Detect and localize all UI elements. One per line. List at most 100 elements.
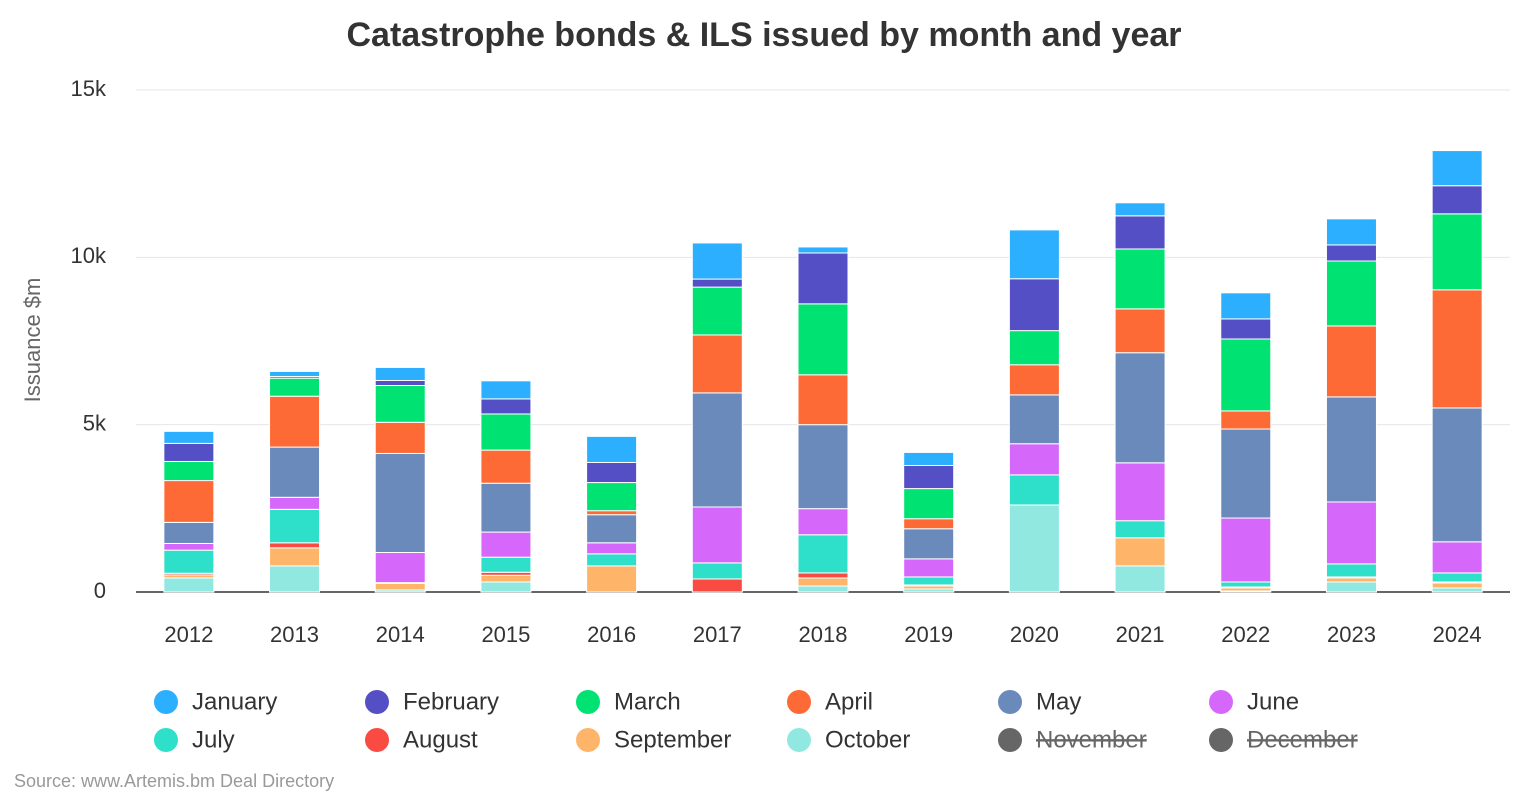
bar-segment bbox=[1431, 213, 1483, 291]
bar-segment bbox=[1008, 330, 1060, 366]
bar-segment bbox=[586, 482, 638, 512]
bar-segment bbox=[1008, 394, 1060, 445]
legend-marker[interactable] bbox=[1209, 728, 1233, 752]
legend-marker[interactable] bbox=[998, 728, 1022, 752]
legend-marker[interactable] bbox=[154, 728, 178, 752]
bar-segment bbox=[163, 521, 215, 544]
legend-marker[interactable] bbox=[998, 690, 1022, 714]
bar-segment bbox=[374, 552, 426, 584]
bar-segment bbox=[374, 366, 426, 381]
x-tick-label: 2014 bbox=[376, 622, 425, 647]
bar-segment bbox=[480, 556, 532, 573]
legend-label[interactable]: October bbox=[825, 726, 910, 753]
legend-label[interactable]: July bbox=[192, 726, 235, 753]
legend-marker[interactable] bbox=[787, 690, 811, 714]
bar-segment bbox=[1114, 537, 1166, 567]
legend-marker[interactable] bbox=[576, 690, 600, 714]
legend-marker[interactable] bbox=[365, 728, 389, 752]
bar-segment bbox=[1114, 202, 1166, 217]
legend-marker[interactable] bbox=[787, 728, 811, 752]
legend-label[interactable]: February bbox=[403, 688, 499, 715]
bar-segment bbox=[1008, 504, 1060, 593]
bar-segment bbox=[903, 558, 955, 578]
bar-segment bbox=[691, 562, 743, 580]
bar-segment bbox=[1431, 572, 1483, 583]
bar-segment bbox=[1431, 407, 1483, 543]
x-tick-label: 2022 bbox=[1221, 622, 1270, 647]
x-tick-label: 2012 bbox=[164, 622, 213, 647]
bar-segment bbox=[1008, 443, 1060, 476]
bar-segment bbox=[163, 480, 215, 523]
legend-label[interactable]: December bbox=[1247, 726, 1358, 753]
legend-label[interactable]: March bbox=[614, 688, 681, 715]
bar-segment bbox=[586, 542, 638, 555]
bar-segment bbox=[163, 549, 215, 574]
bar-segment bbox=[1220, 517, 1272, 583]
bar-segment bbox=[480, 531, 532, 558]
bar-segment bbox=[269, 542, 321, 549]
bar-segment bbox=[163, 542, 215, 551]
x-tick-label: 2017 bbox=[693, 622, 742, 647]
bar-segment bbox=[797, 534, 849, 574]
bar-segment bbox=[480, 581, 532, 593]
x-tick-label: 2018 bbox=[799, 622, 848, 647]
x-tick-label: 2021 bbox=[1116, 622, 1165, 647]
bar-segment bbox=[480, 574, 532, 583]
bar-segment bbox=[1431, 289, 1483, 409]
bar-segment bbox=[1325, 244, 1377, 262]
bar-segment bbox=[1008, 229, 1060, 280]
bar-segment bbox=[797, 374, 849, 426]
x-tick-label: 2024 bbox=[1433, 622, 1482, 647]
legend-marker[interactable] bbox=[154, 690, 178, 714]
bar-segment bbox=[797, 572, 849, 579]
legend-label[interactable]: May bbox=[1036, 688, 1081, 715]
bar-segment bbox=[1431, 185, 1483, 215]
bar-segment bbox=[586, 565, 638, 593]
bar-segment bbox=[1431, 541, 1483, 574]
legend-label[interactable]: January bbox=[192, 688, 277, 715]
legend-label[interactable]: November bbox=[1036, 726, 1147, 753]
legend-marker[interactable] bbox=[365, 690, 389, 714]
bar-segment bbox=[1431, 587, 1483, 593]
bar-segment bbox=[1325, 218, 1377, 246]
bar-segment bbox=[797, 303, 849, 376]
legend-marker[interactable] bbox=[1209, 690, 1233, 714]
bar-segment bbox=[374, 421, 426, 454]
bar-segment bbox=[163, 442, 215, 462]
bar-segment bbox=[903, 464, 955, 490]
x-tick-label: 2019 bbox=[904, 622, 953, 647]
bar-segment bbox=[269, 446, 321, 498]
bar-segment bbox=[374, 582, 426, 591]
bar-segment bbox=[1325, 396, 1377, 503]
legend-label[interactable]: June bbox=[1247, 688, 1299, 715]
bar-segment bbox=[1220, 292, 1272, 320]
legend-label[interactable]: April bbox=[825, 688, 873, 715]
bar-segment bbox=[1220, 428, 1272, 519]
bar-segment bbox=[691, 392, 743, 508]
bar-segment bbox=[691, 334, 743, 394]
bar-segment bbox=[586, 510, 638, 516]
y-tick-label: 10k bbox=[71, 243, 107, 268]
bar-segment bbox=[1114, 520, 1166, 539]
bar-segment bbox=[269, 395, 321, 448]
legend-label[interactable]: August bbox=[403, 726, 478, 753]
bar-segment bbox=[1114, 248, 1166, 310]
bar-segment bbox=[1008, 278, 1060, 332]
source: Source: www.Artemis.bm Deal Directory bbox=[14, 771, 334, 791]
legend-label[interactable]: September bbox=[614, 726, 731, 753]
bar-segment bbox=[1114, 308, 1166, 354]
legend-marker[interactable] bbox=[576, 728, 600, 752]
bar-segment bbox=[269, 565, 321, 593]
bar-segment bbox=[903, 488, 955, 520]
bar-segment bbox=[797, 246, 849, 254]
bar-segment bbox=[480, 380, 532, 400]
bar-segment bbox=[1325, 501, 1377, 565]
bar-segment bbox=[1220, 410, 1272, 430]
bar-segment bbox=[1325, 260, 1377, 327]
bar-segment bbox=[1220, 318, 1272, 340]
bar-segment bbox=[480, 398, 532, 415]
bar-segment bbox=[374, 385, 426, 423]
bar-segment bbox=[586, 553, 638, 567]
bar-segment bbox=[691, 286, 743, 336]
